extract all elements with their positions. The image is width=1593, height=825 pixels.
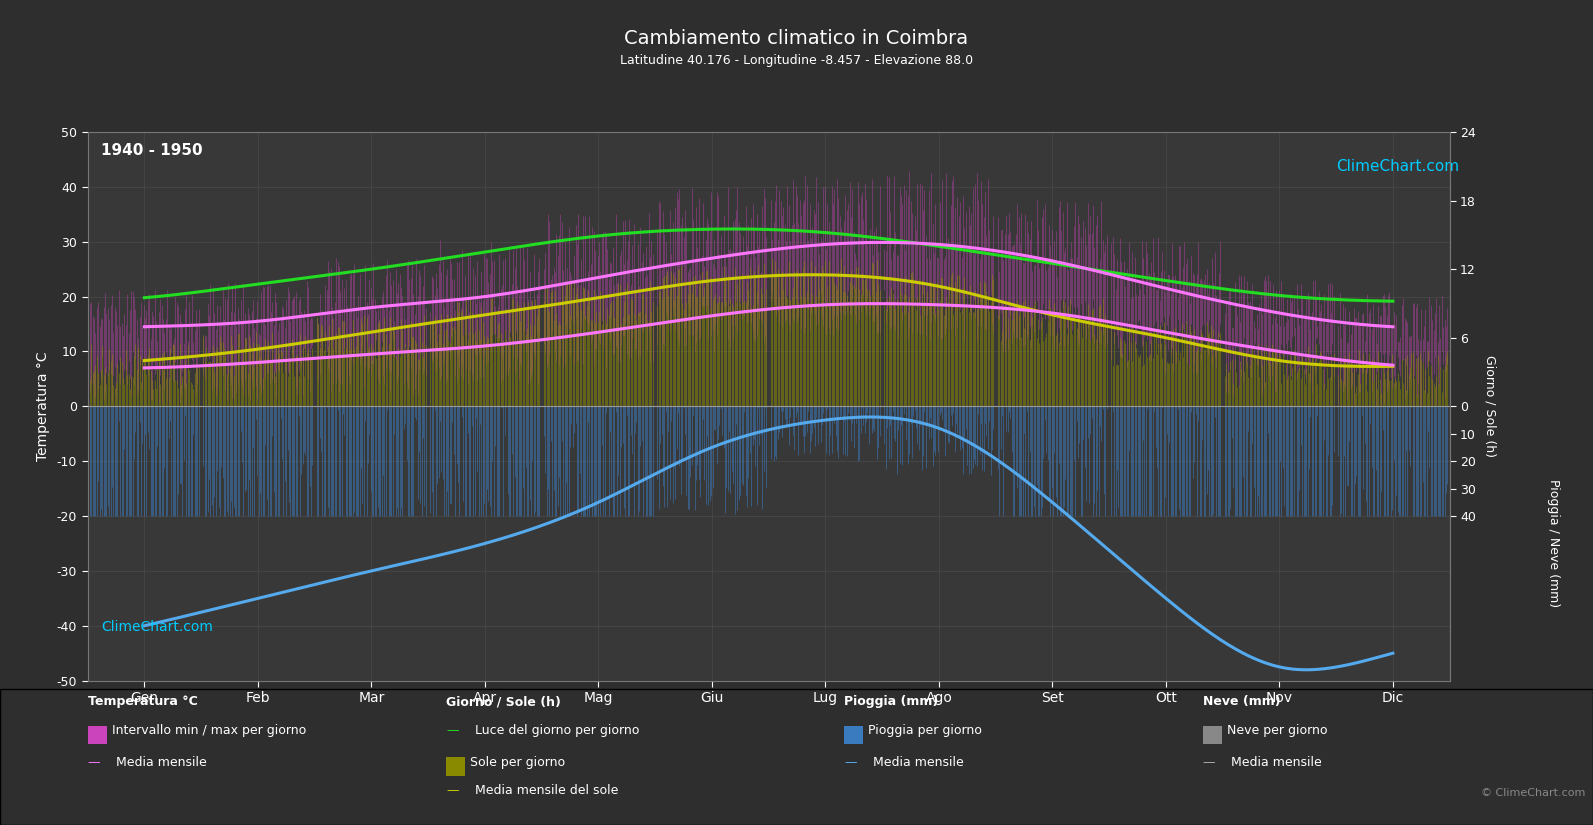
Text: Media mensile: Media mensile [1231, 756, 1322, 769]
Text: Temperatura °C: Temperatura °C [88, 695, 198, 709]
Text: —: — [446, 724, 459, 738]
Text: ClimeChart.com: ClimeChart.com [102, 620, 213, 634]
Text: Giorno / Sole (h): Giorno / Sole (h) [446, 695, 561, 709]
Y-axis label: Giorno / Sole (h): Giorno / Sole (h) [1483, 356, 1497, 457]
Text: Cambiamento climatico in Coimbra: Cambiamento climatico in Coimbra [624, 29, 969, 48]
Text: Media mensile: Media mensile [116, 756, 207, 769]
Text: Luce del giorno per giorno: Luce del giorno per giorno [475, 724, 639, 738]
Text: Neve (mm): Neve (mm) [1203, 695, 1281, 709]
Text: —: — [1203, 756, 1215, 769]
Text: Pioggia / Neve (mm): Pioggia / Neve (mm) [1547, 479, 1560, 607]
Text: © ClimeChart.com: © ClimeChart.com [1481, 788, 1587, 798]
Text: 1940 - 1950: 1940 - 1950 [102, 143, 202, 158]
Text: Neve per giorno: Neve per giorno [1227, 724, 1327, 738]
Text: Media mensile: Media mensile [873, 756, 964, 769]
Text: —: — [88, 756, 100, 769]
Text: Sole per giorno: Sole per giorno [470, 756, 566, 769]
Text: ClimeChart.com: ClimeChart.com [1337, 159, 1459, 174]
Text: Latitudine 40.176 - Longitudine -8.457 - Elevazione 88.0: Latitudine 40.176 - Longitudine -8.457 -… [620, 54, 973, 67]
Text: Pioggia per giorno: Pioggia per giorno [868, 724, 981, 738]
Y-axis label: Temperatura °C: Temperatura °C [35, 351, 49, 461]
Text: Intervallo min / max per giorno: Intervallo min / max per giorno [112, 724, 306, 738]
Text: Media mensile del sole: Media mensile del sole [475, 785, 618, 798]
Text: —: — [844, 756, 857, 769]
Text: —: — [446, 785, 459, 798]
Text: Pioggia (mm): Pioggia (mm) [844, 695, 938, 709]
